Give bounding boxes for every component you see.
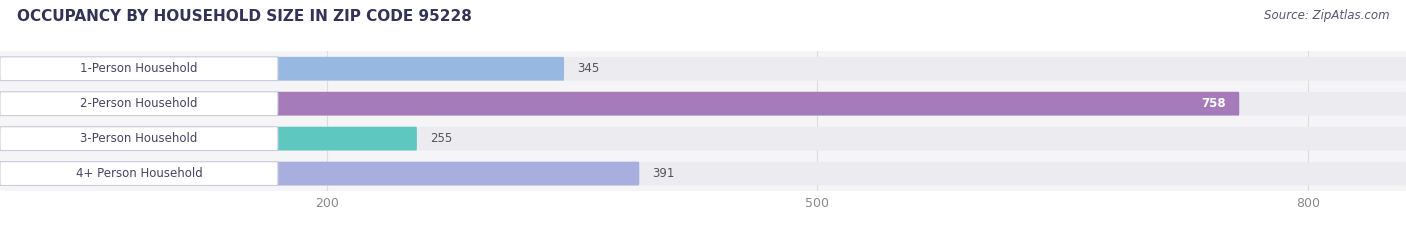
Text: 391: 391 bbox=[652, 167, 675, 180]
Text: Source: ZipAtlas.com: Source: ZipAtlas.com bbox=[1264, 9, 1389, 22]
FancyBboxPatch shape bbox=[0, 57, 278, 81]
Text: 2-Person Household: 2-Person Household bbox=[80, 97, 198, 110]
FancyBboxPatch shape bbox=[0, 57, 1406, 81]
FancyBboxPatch shape bbox=[0, 162, 278, 185]
FancyBboxPatch shape bbox=[0, 92, 1239, 116]
Text: 345: 345 bbox=[576, 62, 599, 75]
FancyBboxPatch shape bbox=[0, 127, 418, 151]
FancyBboxPatch shape bbox=[0, 92, 278, 116]
Text: 255: 255 bbox=[430, 132, 453, 145]
FancyBboxPatch shape bbox=[0, 127, 1406, 151]
FancyBboxPatch shape bbox=[0, 57, 564, 81]
FancyBboxPatch shape bbox=[0, 127, 278, 151]
Text: 3-Person Household: 3-Person Household bbox=[80, 132, 198, 145]
Text: 4+ Person Household: 4+ Person Household bbox=[76, 167, 202, 180]
Text: OCCUPANCY BY HOUSEHOLD SIZE IN ZIP CODE 95228: OCCUPANCY BY HOUSEHOLD SIZE IN ZIP CODE … bbox=[17, 9, 472, 24]
FancyBboxPatch shape bbox=[0, 92, 1406, 116]
FancyBboxPatch shape bbox=[0, 162, 640, 185]
Text: 1-Person Household: 1-Person Household bbox=[80, 62, 198, 75]
Text: 758: 758 bbox=[1202, 97, 1226, 110]
FancyBboxPatch shape bbox=[0, 162, 1406, 185]
